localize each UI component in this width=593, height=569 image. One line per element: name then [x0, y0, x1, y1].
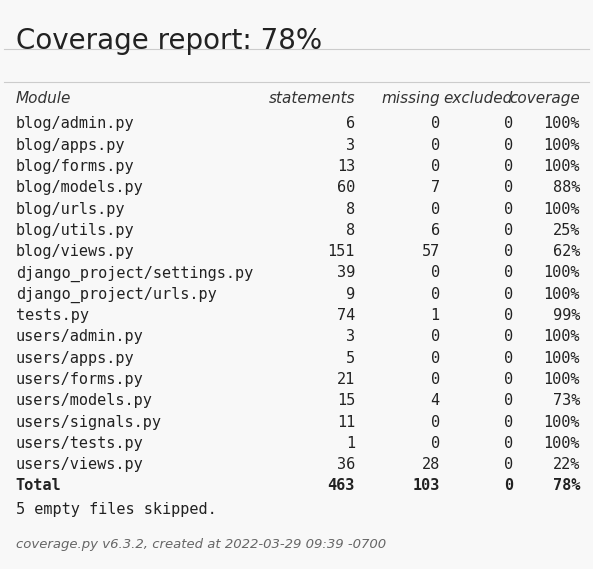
Text: 99%: 99%	[553, 308, 580, 323]
Text: 6: 6	[346, 116, 355, 131]
Text: 0: 0	[431, 265, 440, 281]
Text: 8: 8	[346, 201, 355, 217]
Text: Coverage report: 78%: Coverage report: 78%	[16, 27, 322, 55]
Text: 100%: 100%	[544, 201, 580, 217]
Text: 0: 0	[503, 415, 513, 430]
Text: 0: 0	[503, 351, 513, 366]
Text: 1: 1	[346, 436, 355, 451]
Text: 21: 21	[337, 372, 355, 387]
Text: 8: 8	[346, 223, 355, 238]
Text: 100%: 100%	[544, 265, 580, 281]
Text: 0: 0	[503, 159, 513, 174]
Text: 0: 0	[431, 201, 440, 217]
Text: 62%: 62%	[553, 244, 580, 259]
Text: 0: 0	[503, 436, 513, 451]
Text: 3: 3	[346, 138, 355, 152]
Text: 0: 0	[431, 329, 440, 344]
Text: coverage: coverage	[509, 91, 580, 106]
Text: 0: 0	[503, 180, 513, 195]
Text: 0: 0	[431, 436, 440, 451]
Text: 100%: 100%	[544, 159, 580, 174]
Text: blog/forms.py: blog/forms.py	[16, 159, 135, 174]
Text: 0: 0	[503, 372, 513, 387]
Text: Total: Total	[16, 479, 62, 493]
Text: blog/views.py: blog/views.py	[16, 244, 135, 259]
Text: blog/apps.py: blog/apps.py	[16, 138, 125, 152]
Text: missing: missing	[381, 91, 440, 106]
Text: 100%: 100%	[544, 436, 580, 451]
Text: 6: 6	[431, 223, 440, 238]
Text: 7: 7	[431, 180, 440, 195]
Text: 0: 0	[431, 138, 440, 152]
Text: users/forms.py: users/forms.py	[16, 372, 144, 387]
Text: 57: 57	[422, 244, 440, 259]
Text: 0: 0	[431, 351, 440, 366]
Text: users/models.py: users/models.py	[16, 393, 153, 409]
Text: 5: 5	[346, 351, 355, 366]
Text: 22%: 22%	[553, 457, 580, 472]
Text: 0: 0	[503, 244, 513, 259]
Text: blog/admin.py: blog/admin.py	[16, 116, 135, 131]
Text: 0: 0	[503, 223, 513, 238]
Text: statements: statements	[269, 91, 355, 106]
Text: 11: 11	[337, 415, 355, 430]
Text: 1: 1	[431, 308, 440, 323]
Text: django_project/urls.py: django_project/urls.py	[16, 287, 216, 303]
Text: blog/urls.py: blog/urls.py	[16, 201, 125, 217]
Text: 0: 0	[503, 265, 513, 281]
Text: blog/models.py: blog/models.py	[16, 180, 144, 195]
Text: 78%: 78%	[553, 479, 580, 493]
Text: excluded: excluded	[444, 91, 513, 106]
Text: 0: 0	[431, 116, 440, 131]
Text: 3: 3	[346, 329, 355, 344]
Text: 100%: 100%	[544, 116, 580, 131]
Text: 73%: 73%	[553, 393, 580, 409]
Text: 4: 4	[431, 393, 440, 409]
Text: 15: 15	[337, 393, 355, 409]
Text: django_project/settings.py: django_project/settings.py	[16, 265, 253, 282]
Text: 36: 36	[337, 457, 355, 472]
Text: 9: 9	[346, 287, 355, 302]
Text: users/views.py: users/views.py	[16, 457, 144, 472]
Text: 100%: 100%	[544, 415, 580, 430]
Text: 60: 60	[337, 180, 355, 195]
Text: 0: 0	[431, 415, 440, 430]
Text: 100%: 100%	[544, 138, 580, 152]
Text: Module: Module	[16, 91, 71, 106]
Text: coverage.py v6.3.2, created at 2022-03-29 09:39 -0700: coverage.py v6.3.2, created at 2022-03-2…	[16, 538, 386, 551]
Text: 0: 0	[431, 372, 440, 387]
Text: tests.py: tests.py	[16, 308, 89, 323]
Text: 0: 0	[503, 457, 513, 472]
Text: 0: 0	[503, 393, 513, 409]
Text: 103: 103	[412, 479, 440, 493]
Text: 151: 151	[327, 244, 355, 259]
Text: 100%: 100%	[544, 329, 580, 344]
Text: 0: 0	[503, 308, 513, 323]
Text: 5 empty files skipped.: 5 empty files skipped.	[16, 502, 216, 517]
Text: 0: 0	[503, 138, 513, 152]
Text: 0: 0	[503, 201, 513, 217]
Text: users/signals.py: users/signals.py	[16, 415, 162, 430]
Text: 88%: 88%	[553, 180, 580, 195]
Text: 0: 0	[503, 479, 513, 493]
Text: 39: 39	[337, 265, 355, 281]
Text: 0: 0	[431, 287, 440, 302]
Text: 0: 0	[431, 159, 440, 174]
Text: 28: 28	[422, 457, 440, 472]
Text: users/admin.py: users/admin.py	[16, 329, 144, 344]
Text: 100%: 100%	[544, 351, 580, 366]
Text: 13: 13	[337, 159, 355, 174]
Text: 0: 0	[503, 116, 513, 131]
Text: 0: 0	[503, 329, 513, 344]
Text: 0: 0	[503, 287, 513, 302]
Text: 463: 463	[327, 479, 355, 493]
Text: 100%: 100%	[544, 372, 580, 387]
Text: users/tests.py: users/tests.py	[16, 436, 144, 451]
Text: users/apps.py: users/apps.py	[16, 351, 135, 366]
Text: 74: 74	[337, 308, 355, 323]
Text: 25%: 25%	[553, 223, 580, 238]
Text: blog/utils.py: blog/utils.py	[16, 223, 135, 238]
Text: 100%: 100%	[544, 287, 580, 302]
